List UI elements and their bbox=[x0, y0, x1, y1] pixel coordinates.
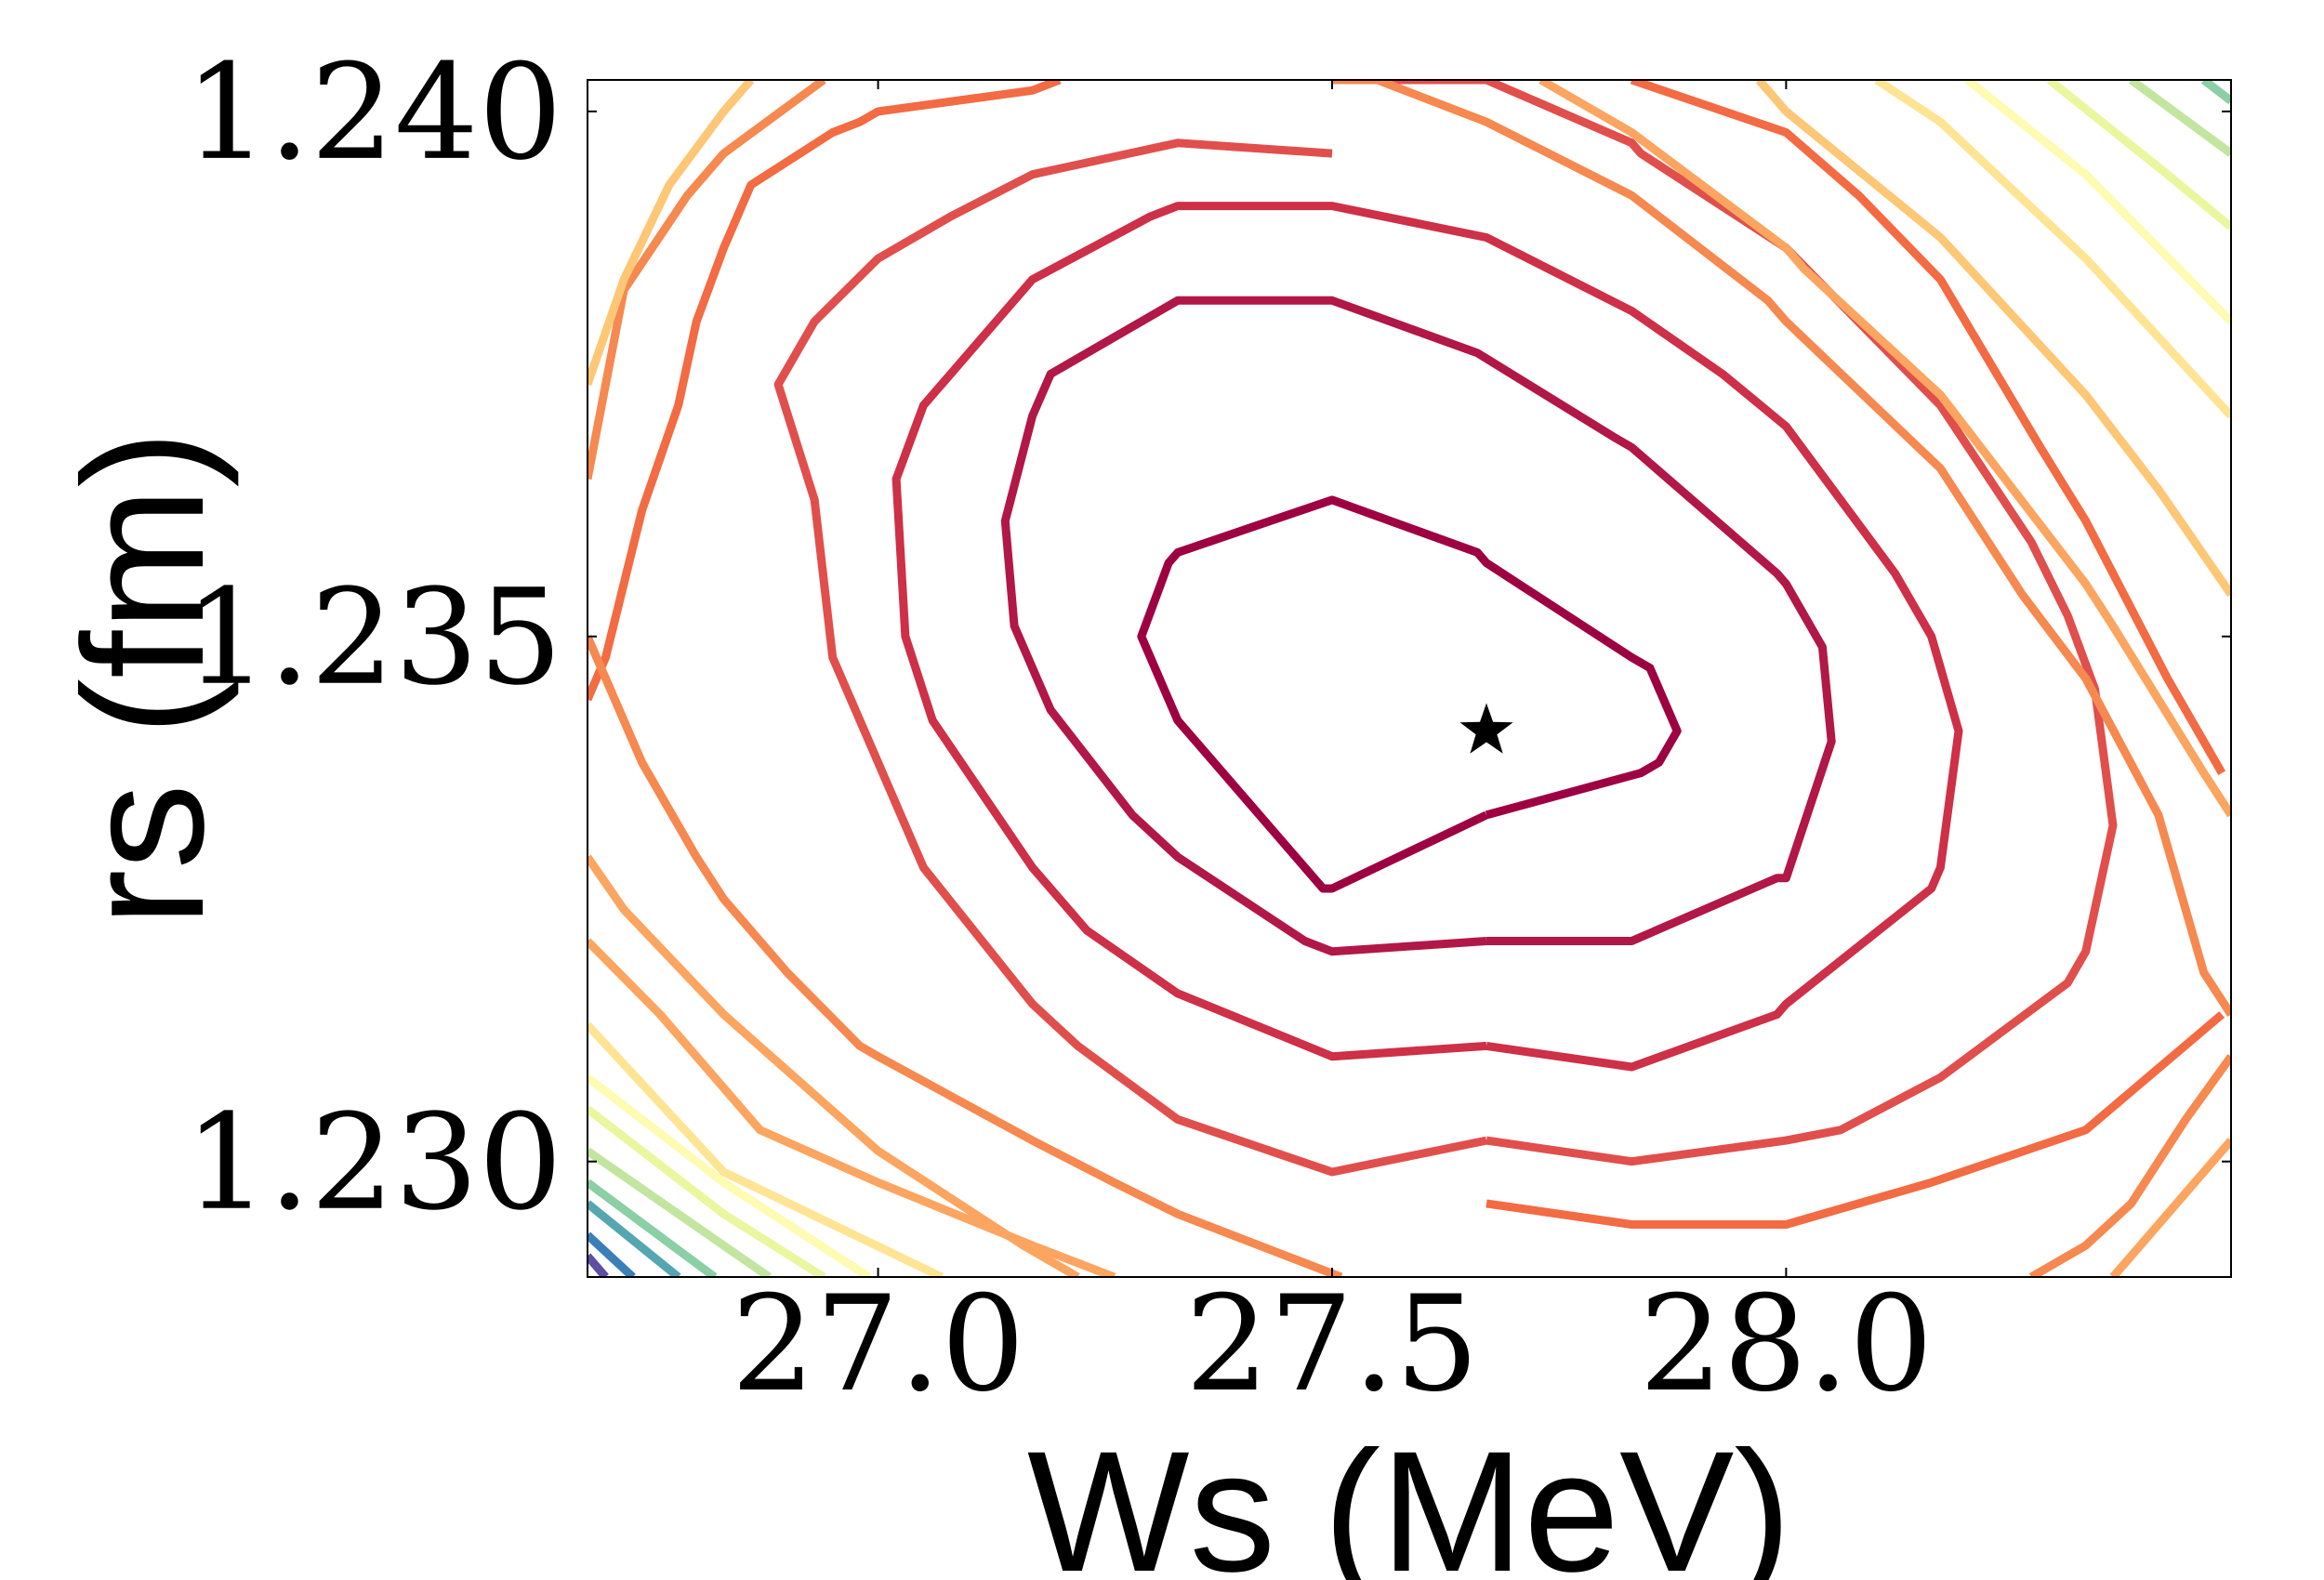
contour-line-level-13-26 bbox=[588, 1178, 718, 1277]
contour-line-level-10-20 bbox=[588, 1073, 872, 1277]
contour-line-level-4-3 bbox=[1332, 80, 2118, 1166]
plot-frame bbox=[587, 79, 2232, 1278]
x-tick-label: 27.0 bbox=[731, 1268, 1024, 1421]
contour-line-level-4-4 bbox=[773, 138, 1487, 1177]
contour-line-level-15-29 bbox=[588, 1231, 636, 1277]
contour-line-level-12-24 bbox=[588, 1147, 772, 1277]
y-tick-label: 1.235 bbox=[184, 561, 562, 715]
contour-line-level-7-14 bbox=[1538, 80, 2231, 818]
contour-line-level-10-21 bbox=[1964, 80, 2231, 325]
contour-line-level-6-8 bbox=[1332, 80, 2231, 1017]
contour-line-level-6-11 bbox=[588, 635, 1343, 1277]
contour-line-level-12-25 bbox=[2128, 80, 2231, 157]
contour-line-level-7-15 bbox=[2109, 1138, 2231, 1277]
contour-line-level-7-13 bbox=[588, 854, 1080, 1277]
x-tick-label: 27.5 bbox=[1185, 1268, 1479, 1421]
contour-line-level-6-10 bbox=[588, 80, 826, 481]
contour-line-level-5-5 bbox=[1486, 1011, 2225, 1229]
contour-line-level-8-16 bbox=[588, 80, 755, 387]
contour-line-level-11-23 bbox=[2046, 80, 2231, 230]
x-axis-label: Ws (MeV) bbox=[1027, 1416, 1791, 1580]
y-tick-label: 1.230 bbox=[184, 1086, 562, 1240]
contour-line-level-7-12 bbox=[588, 938, 1116, 1277]
contour-line-level-5-7 bbox=[588, 80, 1062, 702]
contour-line-level-11-22 bbox=[588, 1105, 826, 1277]
contour-line-level-13-27 bbox=[2200, 80, 2231, 105]
contour-lines bbox=[588, 80, 2231, 1277]
contour-line-level-9-19 bbox=[1874, 80, 2231, 419]
x-tick-label: 28.0 bbox=[1639, 1268, 1933, 1421]
contour-line-level-16-30 bbox=[588, 1253, 609, 1277]
contour-line-level-3-2 bbox=[891, 202, 1963, 1072]
contour-line-level-2-1 bbox=[1000, 296, 1836, 956]
y-tick-label: 1.240 bbox=[184, 36, 562, 190]
contour-line-level-1-0 bbox=[1137, 495, 1682, 893]
contour-line-level-5-6 bbox=[1630, 80, 2226, 775]
minimum-marker-layer bbox=[1459, 703, 1513, 754]
contour-line-level-6-9 bbox=[2028, 1054, 2231, 1277]
axis-ticks: 27.0 27.5 28.0 1.230 1.235 1.240 bbox=[184, 36, 2231, 1421]
contour-line-level-8-17 bbox=[1755, 80, 2231, 598]
y-axis-label: rs (fm) bbox=[48, 430, 240, 927]
minimum-star-icon bbox=[1459, 703, 1513, 754]
contour-line-level-14-28 bbox=[588, 1200, 681, 1277]
contour-line-level-9-18 bbox=[588, 1021, 944, 1277]
